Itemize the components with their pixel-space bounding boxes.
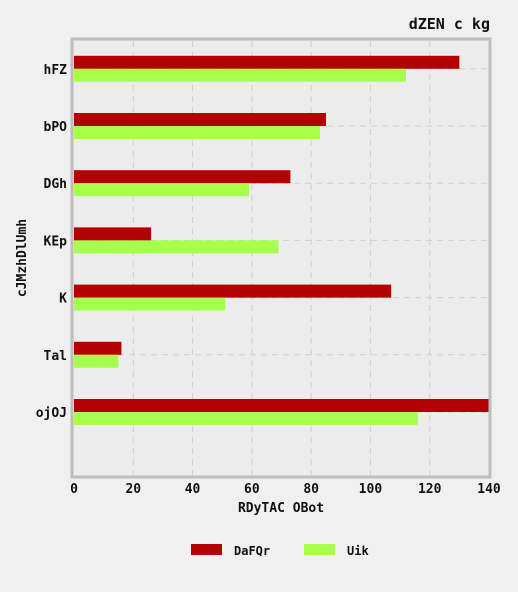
x-tick-label: 0 <box>70 482 78 497</box>
x-tick-label: 40 <box>185 482 201 497</box>
y-tick-label: K <box>59 292 67 307</box>
x-tick-label: 20 <box>125 482 141 497</box>
y-tick-label: Tal <box>44 349 67 364</box>
bar-DaFQr-DGh <box>74 170 291 184</box>
bar-Uik-bPO <box>74 126 321 139</box>
y-tick-labels: hFZ bPO DGh KEp K Tal ojOJ <box>36 63 67 421</box>
x-tick-label: 140 <box>477 482 501 497</box>
x-tick-label: 100 <box>359 482 383 497</box>
legend-label: Uik <box>347 544 369 558</box>
bar-Uik-hFZ <box>74 68 406 82</box>
x-tick-label: 60 <box>244 482 260 497</box>
bar-Uik-DGh <box>74 183 249 197</box>
legend-swatch <box>304 544 335 555</box>
bar-Uik-K <box>74 297 226 311</box>
legend-swatch <box>191 544 222 555</box>
y-tick-label: bPO <box>44 120 68 135</box>
y-tick-label: DGh <box>44 177 67 192</box>
x-tick-label: 80 <box>303 482 319 497</box>
y-tick-label: ojOJ <box>36 406 67 421</box>
bar-DaFQr-bPO <box>74 113 326 126</box>
y-tick-label: KEp <box>44 234 68 249</box>
bar-DaFQr-K <box>74 284 392 298</box>
x-axis-label: RDyTAC OBot <box>238 501 324 516</box>
plot-frame <box>70 37 492 479</box>
bar-DaFQr-Tal <box>74 341 122 355</box>
bars <box>74 55 489 425</box>
bar-Uik-KEp <box>74 240 279 254</box>
bar-DaFQr-KEp <box>74 227 152 241</box>
bar-DaFQr-hFZ <box>74 55 460 69</box>
y-tick-label: hFZ <box>44 63 68 78</box>
legend: DaFQr Uik <box>191 544 369 558</box>
x-tick-labels: 0 20 40 60 80 100 120 140 <box>70 482 501 497</box>
bar-DaFQr-ojOJ <box>74 399 489 412</box>
bar-Uik-Tal <box>74 354 119 368</box>
bar-Uik-ojOJ <box>74 412 418 425</box>
y-axis-label: cJMzhDlUmh <box>15 219 30 297</box>
legend-label: DaFQr <box>234 544 270 558</box>
chart-title: dZEN c kg <box>409 15 490 33</box>
x-tick-label: 120 <box>418 482 442 497</box>
